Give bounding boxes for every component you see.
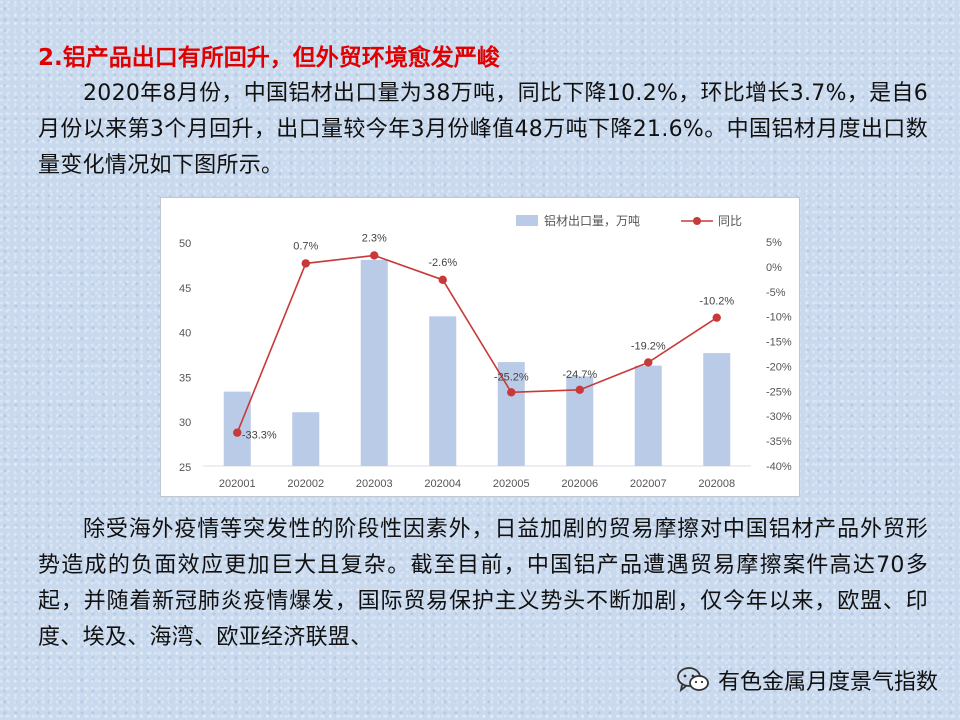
x-tick-label: 202005 [493, 478, 530, 490]
legend-bar-label: 铝材出口量，万吨 [544, 213, 640, 228]
wechat-icon [677, 667, 709, 693]
y-right-tick-label: -10% [766, 312, 792, 324]
x-tick-label: 202008 [698, 478, 735, 490]
legend-line-marker [693, 217, 701, 225]
yoy-data-label: -25.2% [494, 371, 529, 383]
y-right-tick-label: -25% [766, 386, 792, 398]
paragraph-trade-friction: 除受海外疫情等突发性的阶段性因素外，日益加剧的贸易摩擦对中国铝材产品外贸形势造成… [38, 517, 928, 650]
yoy-data-label: 0.7% [293, 240, 318, 252]
yoy-data-label: 2.3% [362, 232, 387, 244]
export-chart: 25 30 35 40 45 50 5% 0% -5% -10% -15% -20% -25% -30% -… [160, 197, 800, 497]
yoy-data-label: -24.7% [562, 369, 597, 381]
yoy-line [236, 254, 718, 433]
y-right-tick-label: -30% [766, 411, 792, 423]
y-left-tick-label: 35 [179, 372, 191, 384]
section-heading: 2.铝产品出口有所回升，但外贸环境愈发严峻 [38, 45, 500, 71]
yoy-data-label: -19.2% [631, 340, 666, 352]
x-tick-label: 202004 [424, 478, 461, 490]
bar [292, 412, 320, 466]
footer-brand: 有色金属月度景气指数 [676, 664, 938, 696]
footer-text: 有色金属月度景气指数 [717, 670, 938, 695]
bar [429, 316, 457, 466]
y-left-tick-label: 50 [179, 238, 191, 250]
y-right-tick-label: -20% [766, 361, 792, 373]
y-right-tick-label: 0% [766, 262, 782, 274]
y-right-tick-label: -15% [766, 337, 792, 349]
y-left-tick-label: 25 [179, 462, 191, 474]
yoy-point [644, 358, 653, 367]
y-right-tick-label: 5% [766, 237, 782, 249]
x-tick-label: 202001 [219, 478, 256, 490]
y-right-tick-label: -5% [766, 287, 786, 299]
bar [360, 259, 388, 466]
yoy-point [507, 388, 516, 397]
x-tick-label: 202002 [287, 478, 324, 490]
y-left-tick-label: 30 [179, 417, 191, 429]
y-right-tick-label: -40% [766, 461, 792, 473]
yoy-point [712, 313, 721, 322]
yoy-point [438, 275, 447, 285]
yoy-point [233, 428, 242, 437]
x-tick-label: 202003 [356, 478, 393, 490]
y-left-tick-label: 45 [179, 283, 191, 295]
bar [497, 362, 525, 466]
export-chart-svg: 25 30 35 40 45 50 5% 0% -5% -10% -15% -20% -25% -30% -… [179, 213, 792, 490]
x-tick-label: 202007 [630, 478, 667, 490]
legend-line-label: 同比 [718, 214, 742, 228]
bar [634, 365, 662, 466]
yoy-point [575, 385, 584, 395]
yoy-data-label: -10.2% [699, 296, 734, 308]
legend-bar-swatch [516, 215, 538, 226]
yoy-data-label: -2.6% [428, 257, 457, 269]
yoy-data-label: -33.3% [242, 430, 277, 442]
yoy-point [370, 251, 379, 260]
x-tick-label: 202006 [561, 478, 598, 490]
bar [703, 353, 731, 466]
paragraph-intro: 2020年8月份，中国铝材出口量为38万吨，同比下降10.2%，环比增长3.7%… [38, 81, 928, 178]
y-left-tick-label: 40 [179, 328, 191, 340]
yoy-point [301, 259, 310, 268]
y-right-tick-label: -35% [766, 436, 792, 448]
